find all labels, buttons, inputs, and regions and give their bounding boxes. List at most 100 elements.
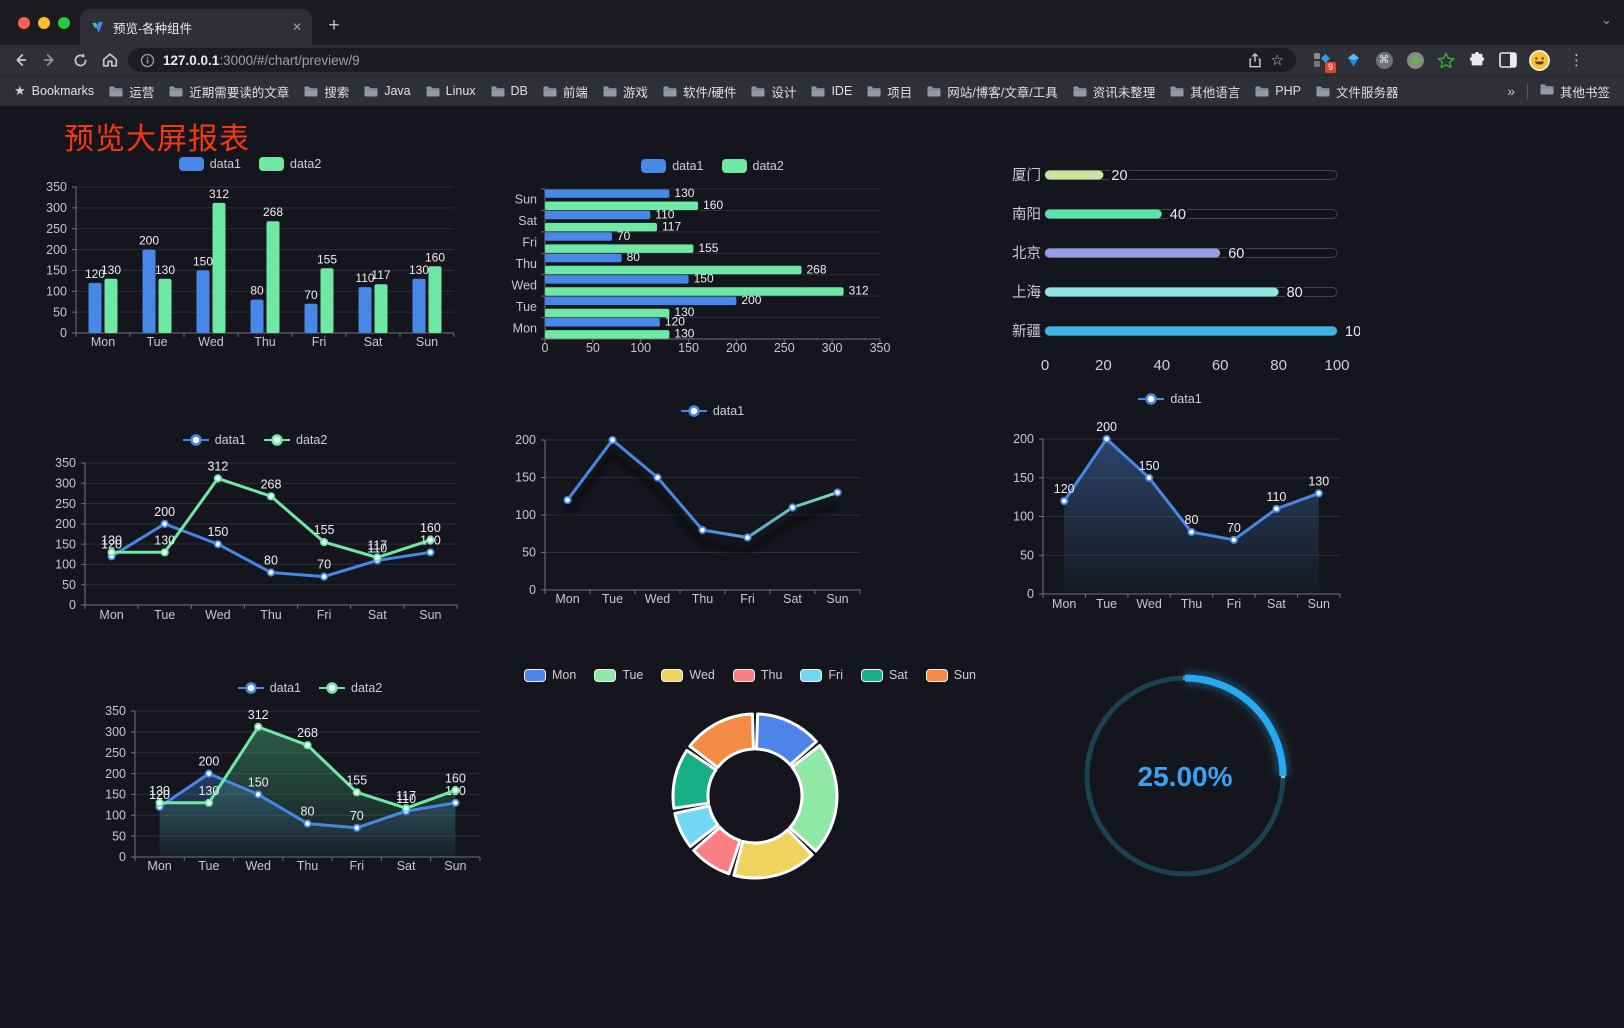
- profile-avatar[interactable]: [1529, 49, 1550, 71]
- extensions-puzzle-icon[interactable]: [1467, 50, 1487, 70]
- gem-extension-icon[interactable]: [1343, 50, 1363, 70]
- svg-text:Tue: Tue: [516, 300, 537, 314]
- legend-swatch: [594, 668, 617, 682]
- svg-text:130: 130: [674, 305, 694, 319]
- svg-text:100: 100: [1324, 357, 1349, 374]
- bookmark-folder[interactable]: DB: [491, 82, 528, 101]
- menu-kebab-icon[interactable]: ⋮: [1569, 52, 1584, 69]
- svg-text:200: 200: [139, 234, 159, 248]
- recorder-extension-icon[interactable]: [1405, 50, 1425, 70]
- svg-text:120: 120: [1054, 482, 1075, 496]
- legend-item[interactable]: Fri: [800, 668, 843, 682]
- legend-item[interactable]: Sun: [925, 668, 976, 682]
- bookmark-folder[interactable]: 软件/硬件: [663, 82, 736, 101]
- command-extension-icon[interactable]: ⌘: [1374, 50, 1394, 70]
- sidepanel-icon[interactable]: [1498, 50, 1518, 70]
- bookmark-folder[interactable]: 前端: [543, 82, 588, 101]
- bookmark-folder[interactable]: 近期需要读的文章: [169, 82, 289, 101]
- legend-item[interactable]: Tue: [594, 668, 643, 682]
- svg-text:Wed: Wed: [205, 608, 231, 622]
- svg-text:Tue: Tue: [154, 608, 175, 622]
- svg-text:50: 50: [112, 829, 126, 843]
- legend-item[interactable]: data1: [641, 159, 704, 173]
- bookmark-folder[interactable]: 游戏: [603, 82, 648, 101]
- address-bar[interactable]: 127.0.0.1:3000/#/chart/preview/9 ☆: [128, 48, 1296, 72]
- legend-label: data1: [672, 159, 704, 173]
- svg-text:200: 200: [1013, 432, 1034, 446]
- bookmark-folder[interactable]: 网站/博客/文章/工具: [927, 82, 1058, 101]
- legend-item[interactable]: data2: [264, 433, 327, 447]
- site-info-icon[interactable]: [140, 53, 155, 68]
- svg-text:50: 50: [586, 341, 600, 355]
- forward-button[interactable]: [38, 48, 62, 72]
- bookmark-folder[interactable]: 资讯未整理: [1073, 82, 1155, 101]
- svg-text:312: 312: [849, 284, 869, 298]
- minimize-window-button[interactable]: [38, 17, 50, 29]
- legend-item[interactable]: data2: [721, 159, 784, 173]
- folder-icon: [1316, 86, 1330, 97]
- bookmark-star-button[interactable]: ☆: [1270, 51, 1284, 69]
- tab-search-chevron-icon[interactable]: ⌄: [1601, 12, 1612, 27]
- chart-canvas: Sun Sat Fri Thu Wed Tue Mon 0 50 100 150 200 250 300 3…: [512, 186, 891, 355]
- url-text[interactable]: 127.0.0.1:3000/#/chart/preview/9: [163, 53, 1239, 68]
- share-button[interactable]: [1247, 52, 1263, 69]
- reload-button[interactable]: [68, 48, 92, 72]
- legend-item[interactable]: data1: [1138, 392, 1202, 406]
- bookmark-folder[interactable]: PHP: [1255, 82, 1301, 101]
- svg-text:0: 0: [542, 341, 549, 355]
- svg-text:0: 0: [69, 598, 76, 612]
- back-button[interactable]: [8, 48, 32, 72]
- green-star-extension-icon[interactable]: [1436, 50, 1456, 70]
- svg-text:Sat: Sat: [368, 608, 387, 622]
- chart-legend: data1 data2: [40, 155, 460, 173]
- svg-text:350: 350: [46, 180, 67, 194]
- legend-item[interactable]: data2: [319, 681, 382, 695]
- other-bookmarks-folder[interactable]: 其他书签: [1540, 82, 1610, 101]
- tab-close-icon[interactable]: ✕: [291, 20, 302, 34]
- chart-canvas: 0 50 100 150 200 Mon Tue Wed Thu Fri Sat Sun 120 200 1…: [1013, 420, 1341, 611]
- bookmark-folder[interactable]: 文件服务器: [1316, 82, 1398, 101]
- svg-text:Wed: Wed: [1136, 597, 1162, 611]
- svg-text:120: 120: [665, 315, 685, 329]
- gradient-line-chart: data1 0 50 100 150 200 Mon Tue Wed Thu Fri Sat Sun: [505, 396, 920, 620]
- bookmark-folder[interactable]: Linux: [426, 82, 476, 101]
- legend-item[interactable]: Mon: [523, 668, 577, 682]
- donut-chart: Mon Tue Wed Thu Fri Sat Sun: [523, 646, 976, 934]
- bookmark-label: 搜索: [324, 85, 350, 100]
- legend-item[interactable]: data1: [182, 433, 246, 447]
- legend-item[interactable]: Thu: [732, 668, 782, 682]
- home-button[interactable]: [98, 48, 122, 72]
- legend-label: Mon: [551, 668, 577, 682]
- svg-text:300: 300: [46, 201, 67, 215]
- bookmark-folder[interactable]: 搜索: [304, 82, 349, 101]
- legend-item[interactable]: data1: [680, 404, 744, 418]
- bookmark-folder[interactable]: 其他语言: [1170, 82, 1240, 101]
- bookmarks-overflow-chevron[interactable]: »: [1507, 83, 1515, 99]
- bookmarks-root-folder[interactable]: ★ Bookmarks: [14, 83, 94, 99]
- bookmark-folder[interactable]: 项目: [867, 82, 912, 101]
- bookmark-folder[interactable]: Java: [364, 82, 411, 101]
- svg-text:南阳: 南阳: [1012, 206, 1041, 223]
- bookmark-folder[interactable]: IDE: [811, 82, 852, 101]
- legend-item[interactable]: data1: [178, 157, 241, 171]
- svg-text:312: 312: [209, 187, 229, 201]
- tab-manager-extension-icon[interactable]: 9: [1312, 50, 1336, 73]
- svg-text:117: 117: [662, 219, 681, 233]
- svg-text:60: 60: [1212, 357, 1229, 374]
- browser-tab[interactable]: 预览-各种组件 ✕: [80, 9, 312, 45]
- legend-item[interactable]: data1: [237, 681, 301, 695]
- legend-item[interactable]: Wed: [661, 668, 715, 682]
- bookmark-label: 网站/博客/文章/工具: [947, 85, 1058, 100]
- zoom-window-button[interactable]: [58, 17, 70, 29]
- gauge-chart: 25.00%: [1030, 656, 1370, 956]
- legend-item[interactable]: Sat: [861, 668, 908, 682]
- new-tab-button[interactable]: +: [328, 15, 340, 36]
- bookmark-folder[interactable]: 设计: [751, 82, 796, 101]
- close-window-button[interactable]: [18, 17, 30, 29]
- bookmark-folder[interactable]: 运营: [109, 82, 154, 101]
- svg-text:200: 200: [154, 505, 175, 519]
- legend-item[interactable]: data2: [259, 157, 321, 171]
- favicon-icon: [90, 20, 105, 35]
- folder-icon: [304, 86, 318, 97]
- svg-text:110: 110: [367, 541, 387, 555]
